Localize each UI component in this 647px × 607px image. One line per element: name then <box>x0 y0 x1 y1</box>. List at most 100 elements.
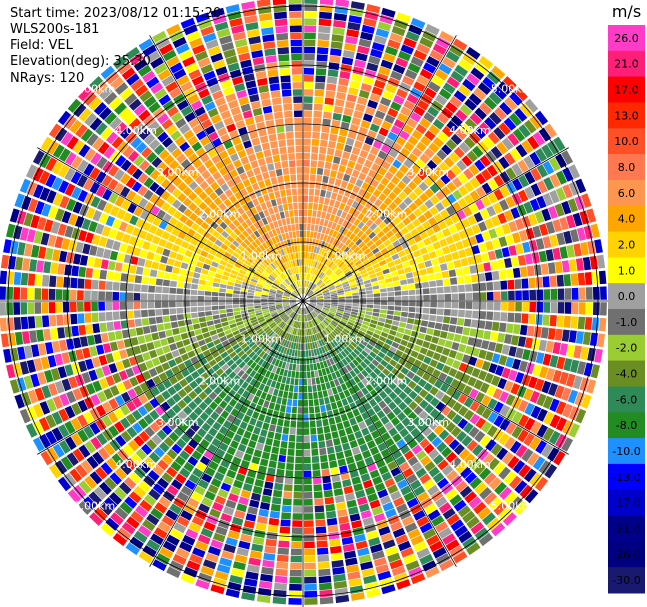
velocity-gate <box>330 48 342 57</box>
velocity-gate <box>381 471 392 482</box>
velocity-gate <box>394 311 401 316</box>
velocity-gate <box>143 401 154 413</box>
velocity-gate <box>331 331 338 338</box>
velocity-gate <box>237 272 245 278</box>
velocity-gate <box>295 442 303 450</box>
velocity-gate <box>278 540 290 548</box>
velocity-gate <box>323 352 329 360</box>
velocity-gate <box>170 461 182 472</box>
velocity-gate <box>519 324 528 336</box>
velocity-gate <box>395 263 404 270</box>
velocity-gate <box>505 422 517 435</box>
velocity-gate <box>281 434 289 442</box>
velocity-gate <box>168 234 177 243</box>
velocity-gate <box>46 140 59 155</box>
velocity-gate <box>508 220 518 233</box>
velocity-gate <box>77 290 84 300</box>
velocity-gate <box>103 443 116 456</box>
velocity-gate <box>191 370 200 380</box>
velocity-gate <box>536 393 547 407</box>
velocity-gate <box>347 334 354 341</box>
velocity-gate <box>365 374 374 383</box>
velocity-gate <box>311 267 316 275</box>
velocity-gate <box>205 311 212 316</box>
velocity-gate <box>562 184 573 199</box>
velocity-gate <box>387 484 399 495</box>
velocity-gate <box>304 273 306 280</box>
velocity-gate <box>284 279 290 286</box>
velocity-gate <box>408 312 415 319</box>
velocity-gate <box>235 279 243 285</box>
velocity-gate <box>498 122 511 136</box>
velocity-gate <box>288 285 294 291</box>
velocity-gate <box>304 322 306 329</box>
velocity-gate <box>341 358 349 366</box>
velocity-gate <box>261 234 268 242</box>
velocity-gate <box>303 329 305 336</box>
velocity-gate <box>251 411 260 420</box>
velocity-gate <box>157 69 171 81</box>
velocity-gate <box>485 240 494 251</box>
velocity-gate <box>515 290 522 301</box>
velocity-gate <box>380 359 389 368</box>
velocity-gate <box>314 89 325 97</box>
velocity-gate <box>209 191 218 201</box>
velocity-gate <box>372 116 383 126</box>
velocity-gate <box>179 541 193 553</box>
velocity-gate <box>345 372 353 380</box>
velocity-gate <box>225 55 238 65</box>
velocity-gate <box>154 301 162 309</box>
velocity-gate <box>34 288 42 300</box>
velocity-gate <box>89 245 98 256</box>
velocity-gate <box>257 196 265 204</box>
velocity-gate <box>204 101 216 112</box>
velocity-gate <box>221 550 235 560</box>
velocity-gate <box>435 553 451 565</box>
velocity-gate <box>406 222 415 232</box>
velocity-gate <box>25 423 38 438</box>
velocity-gate <box>388 191 397 201</box>
velocity-gate <box>350 311 358 316</box>
velocity-gate <box>288 441 295 449</box>
velocity-gate <box>350 1 365 10</box>
velocity-gate <box>532 364 542 377</box>
velocity-gate <box>555 153 567 169</box>
velocity-gate <box>191 516 205 527</box>
velocity-gate <box>48 123 62 138</box>
velocity-gate <box>309 231 314 238</box>
velocity-gate <box>192 547 206 558</box>
velocity-gate <box>32 150 45 165</box>
velocity-gate <box>552 247 561 260</box>
velocity-gate <box>209 381 218 391</box>
velocity-gate <box>150 205 161 216</box>
velocity-gate <box>479 282 487 291</box>
velocity-gate <box>364 69 377 79</box>
velocity-gate <box>370 179 380 188</box>
velocity-gate <box>334 587 349 596</box>
velocity-gate <box>192 44 206 55</box>
velocity-gate <box>401 311 408 318</box>
velocity-gate <box>138 109 151 122</box>
velocity-gate <box>249 462 259 472</box>
velocity-gate <box>247 393 255 402</box>
velocity-gate <box>190 301 197 307</box>
velocity-gate <box>359 149 369 159</box>
velocity-gate <box>222 156 232 166</box>
velocity-gate <box>314 189 321 196</box>
velocity-gate <box>340 472 350 481</box>
velocity-gate <box>107 331 116 342</box>
velocity-gate <box>305 252 308 259</box>
velocity-gate <box>346 182 355 191</box>
velocity-gate <box>446 332 455 341</box>
velocity-gate <box>222 325 231 331</box>
velocity-gate <box>462 510 476 524</box>
velocity-gate <box>367 408 376 417</box>
velocity-gate <box>300 287 302 295</box>
velocity-gate <box>316 420 323 428</box>
velocity-gate <box>85 383 96 395</box>
velocity-gate <box>429 408 440 419</box>
velocity-gate <box>296 314 300 321</box>
velocity-gate <box>343 204 351 213</box>
velocity-gate <box>334 248 340 255</box>
velocity-gate <box>228 371 237 380</box>
